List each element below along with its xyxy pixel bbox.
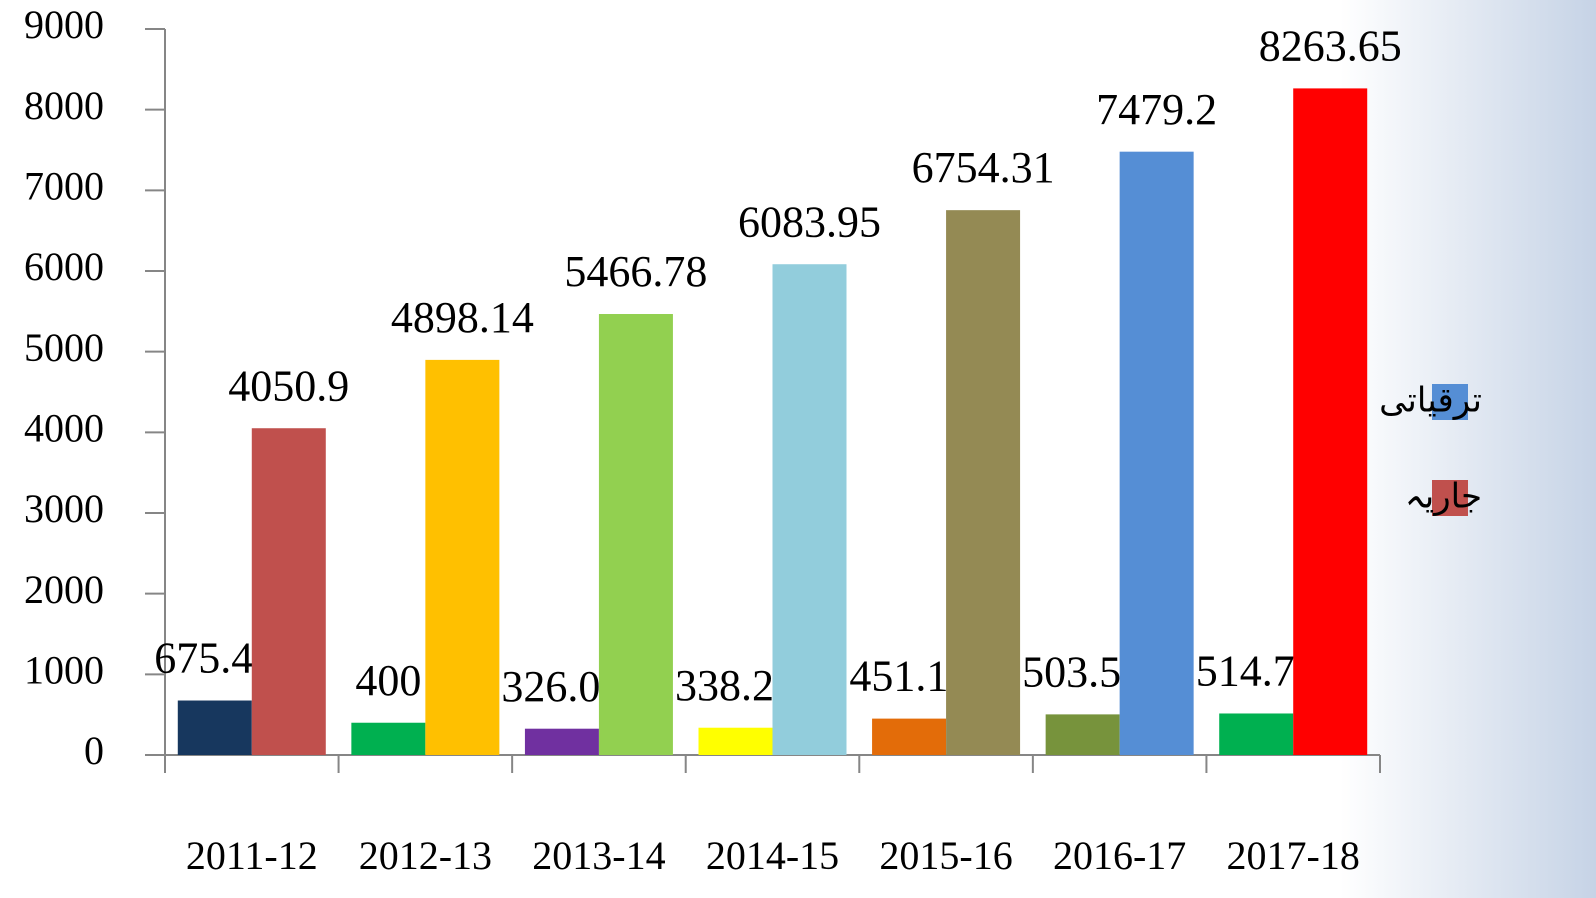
bar	[425, 359, 500, 755]
bar	[946, 210, 1021, 755]
x-tick-label: 2014-15	[706, 833, 839, 878]
x-tick-label: 2013-14	[532, 833, 665, 878]
background-gradient	[1340, 0, 1596, 898]
legend-label: جاریہ	[1405, 477, 1482, 517]
x-tick-label: 2016-17	[1053, 833, 1186, 878]
bar	[177, 700, 252, 755]
y-tick-label: 0	[84, 728, 104, 773]
value-label: 4050.9	[228, 361, 349, 410]
y-tick-label: 1000	[24, 648, 104, 693]
bar	[524, 728, 599, 755]
bar	[772, 264, 847, 755]
legend-swatch	[1432, 480, 1468, 516]
x-tick-label: 2011-12	[186, 833, 318, 878]
bar	[1119, 151, 1194, 756]
x-tick-label: 2012-13	[359, 833, 492, 878]
bar	[351, 722, 426, 755]
y-tick-label: 3000	[24, 486, 104, 531]
bar	[1045, 714, 1120, 755]
y-tick-label: 6000	[24, 244, 104, 289]
y-tick-label: 9000	[24, 2, 104, 47]
y-tick-label: 5000	[24, 325, 104, 370]
bar	[698, 727, 773, 755]
value-label: 6754.31	[912, 143, 1055, 192]
value-label: 400	[355, 656, 421, 705]
x-tick-label: 2017-18	[1227, 833, 1360, 878]
bar	[598, 314, 673, 755]
y-tick-label: 8000	[24, 83, 104, 128]
bar	[251, 428, 326, 755]
bar	[1219, 713, 1294, 755]
legend-label: ترقیاتی	[1379, 381, 1482, 421]
value-label: 8263.65	[1259, 21, 1402, 70]
legend-swatch	[1432, 384, 1468, 420]
bar	[1293, 88, 1368, 755]
value-label: 4898.14	[391, 293, 534, 342]
y-tick-label: 4000	[24, 406, 104, 451]
y-tick-label: 2000	[24, 567, 104, 612]
y-tick-label: 7000	[24, 164, 104, 209]
bar	[872, 718, 947, 755]
value-label: 6083.95	[738, 197, 881, 246]
value-label: 5466.78	[564, 247, 707, 296]
value-label: 7479.2	[1096, 85, 1217, 134]
x-tick-label: 2015-16	[879, 833, 1012, 878]
